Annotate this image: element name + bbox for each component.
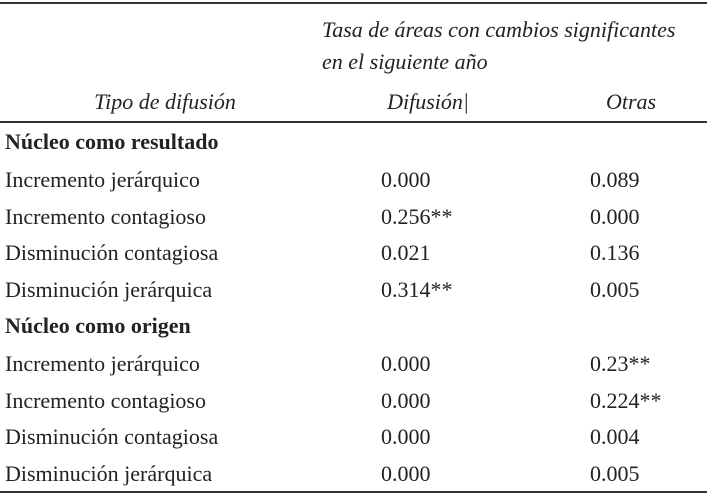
row-label: Disminución jerárquica [5,276,213,302]
group-title: Tasa de áreas con cambios significantes [322,17,676,42]
top-rule [0,2,707,4]
cell-value: 0.000 [381,387,431,413]
row-label: Disminución contagiosa [5,424,219,449]
cell-value: 0.000 [381,167,431,192]
cell-value: 0.089 [590,167,640,192]
column-header: Otras [605,89,657,114]
cell-value: 0.000 [381,351,431,376]
bottom-rule [0,491,707,493]
cell-value: 0.004 [590,424,640,449]
cell-value: 0.256** [381,203,453,229]
cell-value: 0.23** [590,351,651,376]
group-title: en el siguiente año [322,49,488,74]
cell-value: 0.000 [381,460,431,486]
row-label: Disminución jerárquica [5,460,213,486]
cell-value: 0.136 [590,240,640,265]
row-label: Incremento contagioso [5,203,206,229]
cell-value: 0.005 [590,276,640,302]
section-title: Núcleo como origen [5,313,191,338]
row-label: Incremento jerárquico [5,351,200,376]
row-label: Incremento contagioso [5,387,206,413]
row-label: Disminución contagiosa [5,240,219,265]
section-title: Núcleo como resultado [5,129,219,154]
cell-value: 0.000 [381,424,431,449]
header-rule [0,121,707,123]
cell-value: 0.000 [590,203,640,229]
cell-value: 0.314** [381,276,453,302]
column-header: Tipo de difusión [94,89,236,114]
cell-value: 0.224** [590,387,662,413]
cell-value: 0.021 [381,240,431,265]
cell-value: 0.005 [590,460,640,486]
column-header: Difusión| [387,89,469,114]
row-label: Incremento jerárquico [5,167,200,192]
